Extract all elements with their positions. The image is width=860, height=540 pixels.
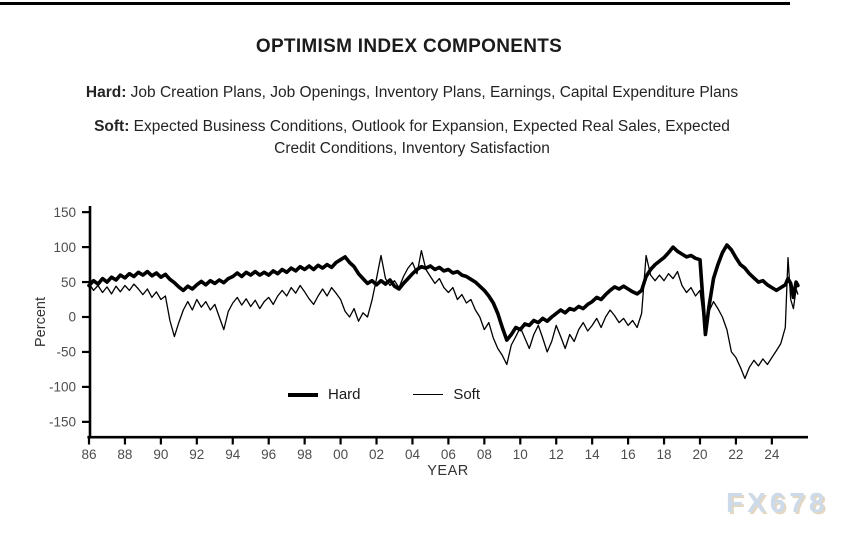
soft-components-list-line1: Expected Business Conditions, Outlook fo… [129,118,730,135]
legend-item-soft: Soft [413,386,480,403]
svg-text:-50: -50 [56,345,76,360]
svg-text:-150: -150 [49,415,76,430]
svg-text:24: 24 [764,447,780,462]
svg-text:14: 14 [585,447,601,462]
svg-text:08: 08 [477,447,492,462]
svg-text:86: 86 [81,447,96,462]
svg-text:94: 94 [225,447,241,462]
svg-text:98: 98 [297,447,312,462]
hard-components-list: Job Creation Plans, Job Openings, Invent… [126,84,739,101]
soft-label-prefix: Soft: [94,118,130,135]
svg-text:90: 90 [153,447,168,462]
chart-title: OPTIMISM INDEX COMPONENTS [255,36,563,57]
svg-text:04: 04 [405,447,421,462]
svg-text:06: 06 [441,447,456,462]
svg-text:00: 00 [333,447,348,462]
soft-components-list-line2: Credit Conditions, Inventory Satisfactio… [274,140,550,157]
legend-label-hard: Hard [328,386,361,403]
soft-line-sample-icon [413,394,444,395]
svg-text:92: 92 [189,447,204,462]
svg-text:96: 96 [261,447,276,462]
svg-text:88: 88 [117,447,132,462]
svg-text:-100: -100 [49,380,76,395]
svg-text:150: 150 [53,205,76,220]
subtitle-soft-components: Soft: Expected Business Conditions, Outl… [0,116,824,160]
x-axis-title: YEAR [427,463,469,479]
top-divider-rule [0,2,790,5]
legend-item-hard: Hard [288,386,361,403]
subtitle-hard-components: Hard: Job Creation Plans, Job Openings, … [0,82,824,104]
svg-text:02: 02 [369,447,384,462]
svg-text:18: 18 [657,447,672,462]
svg-text:0: 0 [68,310,76,325]
svg-text:22: 22 [728,447,743,462]
svg-text:16: 16 [621,447,636,462]
svg-text:10: 10 [513,447,528,462]
svg-text:12: 12 [549,447,564,462]
fx678-watermark: FX678 [726,487,829,518]
svg-text:50: 50 [61,275,76,290]
y-axis-title: Percent [33,297,49,347]
chart-legend: Hard Soft [288,386,480,403]
hard-line-sample-icon [288,392,318,397]
legend-label-soft: Soft [453,386,480,403]
svg-text:20: 20 [692,447,707,462]
svg-text:100: 100 [53,240,76,255]
hard-label-prefix: Hard: [85,84,127,101]
